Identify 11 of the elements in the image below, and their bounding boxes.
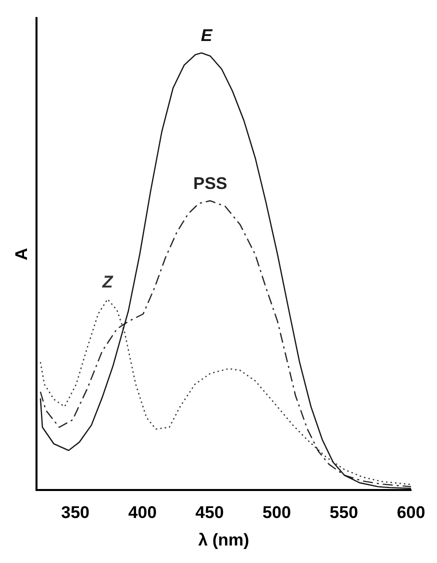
series-label: E [200, 26, 213, 46]
x-tick-label: 350 [61, 503, 90, 522]
x-tick-label: 500 [262, 503, 291, 522]
y-axis-title: A [12, 248, 31, 260]
x-tick-label: 550 [330, 503, 358, 522]
x-tick-label: 400 [128, 503, 157, 522]
series-label: Z [101, 272, 114, 292]
x-axis-title: λ (nm) [198, 530, 250, 550]
x-tick-label: 450 [195, 503, 224, 522]
series-label: PSS [193, 174, 228, 193]
x-tick-label: 600 [396, 503, 426, 522]
